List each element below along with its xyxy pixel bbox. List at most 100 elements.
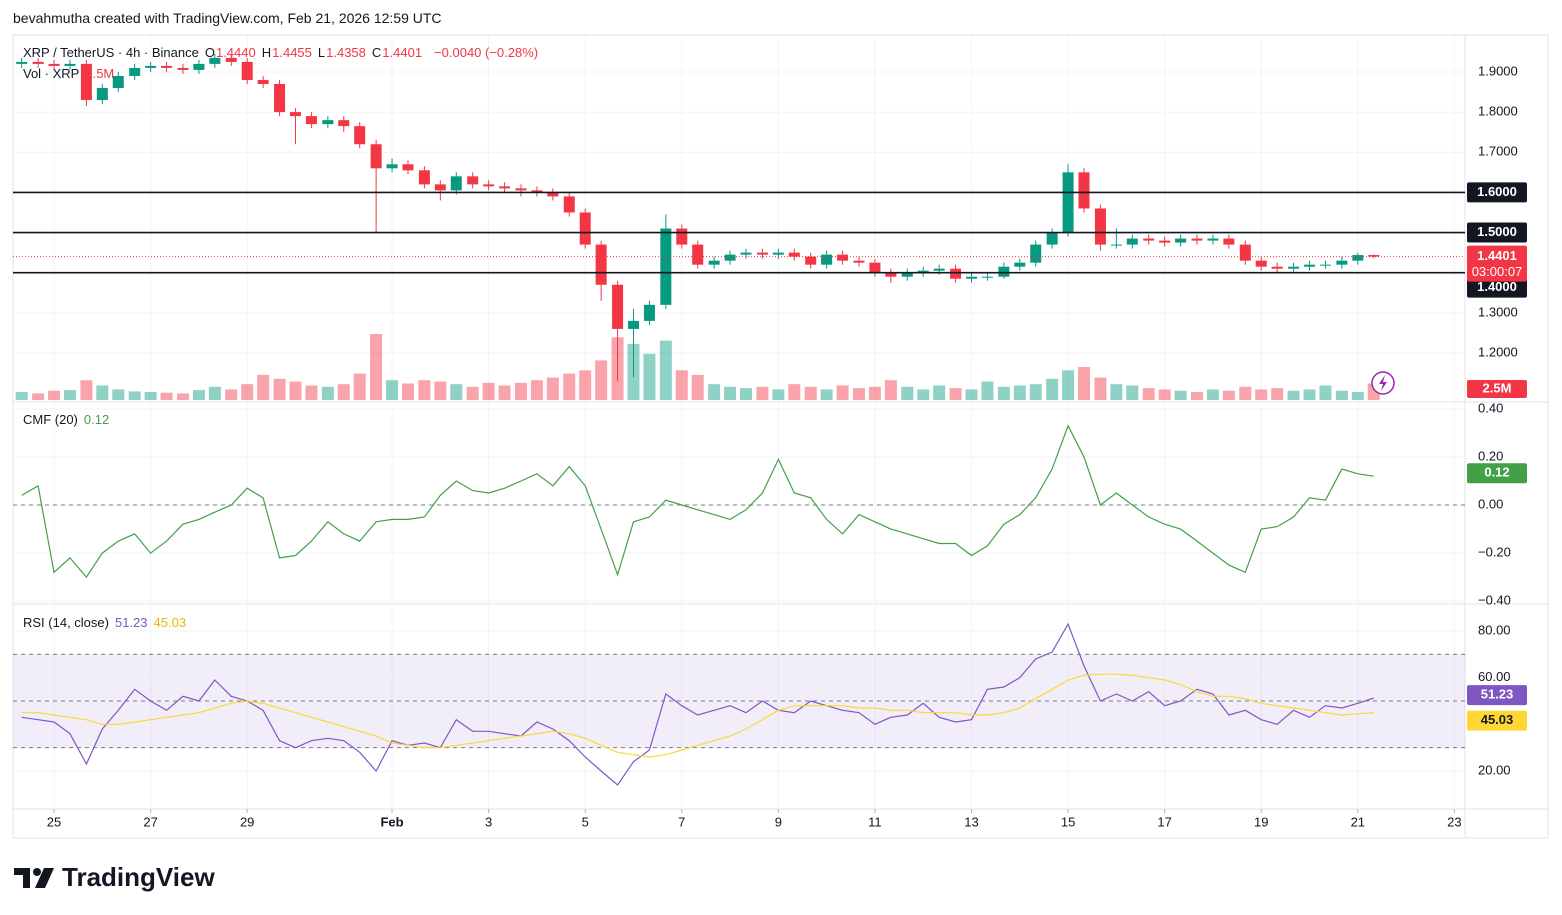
volume-bar (546, 377, 559, 400)
candle-body (96, 88, 108, 101)
x-tick-label: 21 (1351, 814, 1365, 829)
volume-bar (498, 385, 511, 400)
volume-bar (1255, 389, 1268, 400)
volume-bar (289, 381, 302, 400)
y-tick-label: 1.2000 (1478, 344, 1518, 359)
volume-bar (1013, 385, 1026, 400)
volume-bar (1351, 392, 1364, 400)
candle-body (676, 228, 688, 245)
volume-bar (595, 360, 608, 400)
candle-body (1255, 260, 1267, 267)
y-tick-label: 1.7000 (1478, 144, 1518, 159)
volume-bar (1335, 390, 1348, 400)
volume-bar (514, 382, 527, 400)
brand-name: TradingView (62, 862, 215, 892)
candle-body (1110, 244, 1122, 246)
x-tick-label: 11 (868, 814, 882, 829)
volume-bar (675, 370, 688, 400)
candle-body (305, 116, 317, 125)
candle-body (724, 254, 736, 261)
volume-bar (852, 388, 865, 400)
volume-bar (965, 389, 978, 400)
candle-body (869, 262, 881, 273)
candle-body (32, 61, 44, 64)
candle-body (966, 276, 978, 279)
candle-body (241, 61, 253, 80)
candle-body (112, 75, 124, 89)
volume-legend: Vol · XRP 2.5M (23, 66, 120, 82)
candle-body (563, 196, 575, 213)
volume-bar (949, 388, 962, 400)
candle-body (1223, 238, 1235, 245)
volume-bar (1191, 392, 1204, 400)
y-tick-label: 80.00 (1478, 622, 1511, 637)
y-tick-label: 0.20 (1478, 448, 1503, 463)
candle-body (612, 284, 624, 329)
candle-body (1014, 262, 1026, 267)
volume-bar (740, 388, 753, 400)
indicator-line (21, 424, 1374, 579)
ohlc-value: 1.4401 (382, 45, 423, 60)
candle-body (1159, 240, 1171, 243)
cmf-title: CMF (20) (23, 412, 78, 427)
volume-bar (337, 384, 350, 400)
volume-bar (1303, 389, 1316, 400)
x-tick-label: 19 (1254, 814, 1268, 829)
candle-body (48, 63, 60, 66)
y-tick-label: −0.40 (1478, 593, 1511, 608)
candle-body (64, 63, 76, 66)
candle-body (1207, 238, 1219, 241)
candle-body (418, 170, 430, 185)
y-tick-label: 60.00 (1478, 669, 1511, 684)
volume-bar (579, 370, 592, 400)
candle-body (1175, 238, 1187, 243)
x-tick-label: 23 (1447, 814, 1461, 829)
volume-bar (772, 389, 785, 400)
volume-bar (370, 334, 383, 400)
volume-bar (884, 380, 897, 400)
volume-bar (1110, 384, 1123, 400)
candle-body (483, 184, 495, 187)
candle-body (1143, 238, 1155, 241)
ohlc-label: O (204, 45, 215, 60)
candle-body (1319, 264, 1331, 266)
volume-bar (1287, 390, 1300, 400)
candle-body (322, 120, 334, 125)
volume-bar (176, 393, 189, 400)
volume-bar (756, 386, 769, 400)
volume-bar (1271, 388, 1284, 400)
volume-bar (450, 384, 463, 400)
candle-body (499, 186, 511, 189)
last-price-label: 1.4401 (1477, 248, 1517, 263)
volume-bar (192, 390, 205, 400)
candle-body (981, 276, 993, 278)
candle-body (595, 244, 607, 285)
volume-label-box (1467, 380, 1527, 398)
volume-bar (401, 383, 414, 400)
volume-bar (48, 390, 61, 400)
current-value-label-box (1467, 710, 1527, 731)
volume-bar (208, 386, 221, 400)
candle-body (80, 63, 92, 101)
current-value-label-box (1467, 463, 1527, 484)
volume-bar (530, 380, 543, 400)
attribution: bevahmutha created with TradingView.com,… (13, 10, 442, 26)
x-tick-label: 7 (678, 814, 685, 829)
volume-bar (820, 389, 833, 400)
rsi-title: RSI (14, close) (23, 615, 109, 630)
volume-bar (788, 384, 801, 400)
candle-body (257, 79, 269, 84)
y-tick-label: −0.20 (1478, 544, 1511, 559)
volume-bar (1078, 367, 1091, 400)
rsi-value: 51.23 (114, 615, 148, 630)
candle-body (579, 212, 591, 245)
alert-icon (1371, 371, 1395, 395)
candle-body (370, 144, 382, 169)
candle-body (467, 176, 479, 185)
candle-body (434, 184, 446, 191)
candle-body (788, 252, 800, 257)
ohlc-value: 1.4358 (326, 45, 366, 60)
candle-body (837, 254, 849, 261)
volume-bar (563, 373, 576, 400)
